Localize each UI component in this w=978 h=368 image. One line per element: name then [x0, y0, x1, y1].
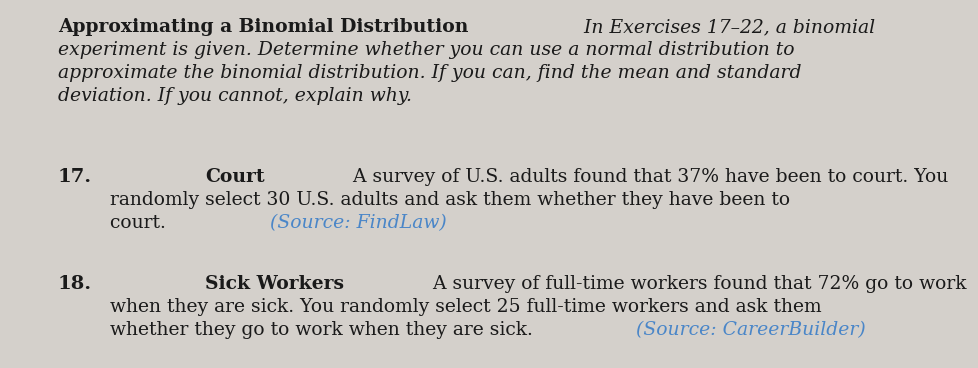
- Text: Approximating a Binomial Distribution: Approximating a Binomial Distribution: [58, 18, 467, 36]
- Text: experiment is given. Determine whether you can use a normal distribution to: experiment is given. Determine whether y…: [58, 41, 794, 59]
- Text: when they are sick. You randomly select 25 full-time workers and ask them: when they are sick. You randomly select …: [110, 298, 821, 316]
- Text: In Exercises 17–22, a binomial: In Exercises 17–22, a binomial: [577, 18, 874, 36]
- Text: Sick Workers: Sick Workers: [205, 275, 344, 293]
- Text: court.: court.: [110, 214, 172, 232]
- Text: A survey of U.S. adults found that 37% have been to court. You: A survey of U.S. adults found that 37% h…: [341, 168, 948, 186]
- Text: deviation. If you cannot, explain why.: deviation. If you cannot, explain why.: [58, 87, 412, 105]
- Text: randomly select 30 U.S. adults and ask them whether they have been to: randomly select 30 U.S. adults and ask t…: [110, 191, 789, 209]
- Text: (Source: FindLaw): (Source: FindLaw): [269, 214, 446, 232]
- Text: approximate the binomial distribution. If you can, find the mean and standard: approximate the binomial distribution. I…: [58, 64, 801, 82]
- Text: Court: Court: [205, 168, 265, 186]
- Text: 18.: 18.: [58, 275, 92, 293]
- Text: whether they go to work when they are sick.: whether they go to work when they are si…: [110, 321, 538, 339]
- Text: A survey of full-time workers found that 72% go to work: A survey of full-time workers found that…: [421, 275, 965, 293]
- Text: (Source: CareerBuilder): (Source: CareerBuilder): [636, 321, 866, 339]
- Text: 17.: 17.: [58, 168, 92, 186]
